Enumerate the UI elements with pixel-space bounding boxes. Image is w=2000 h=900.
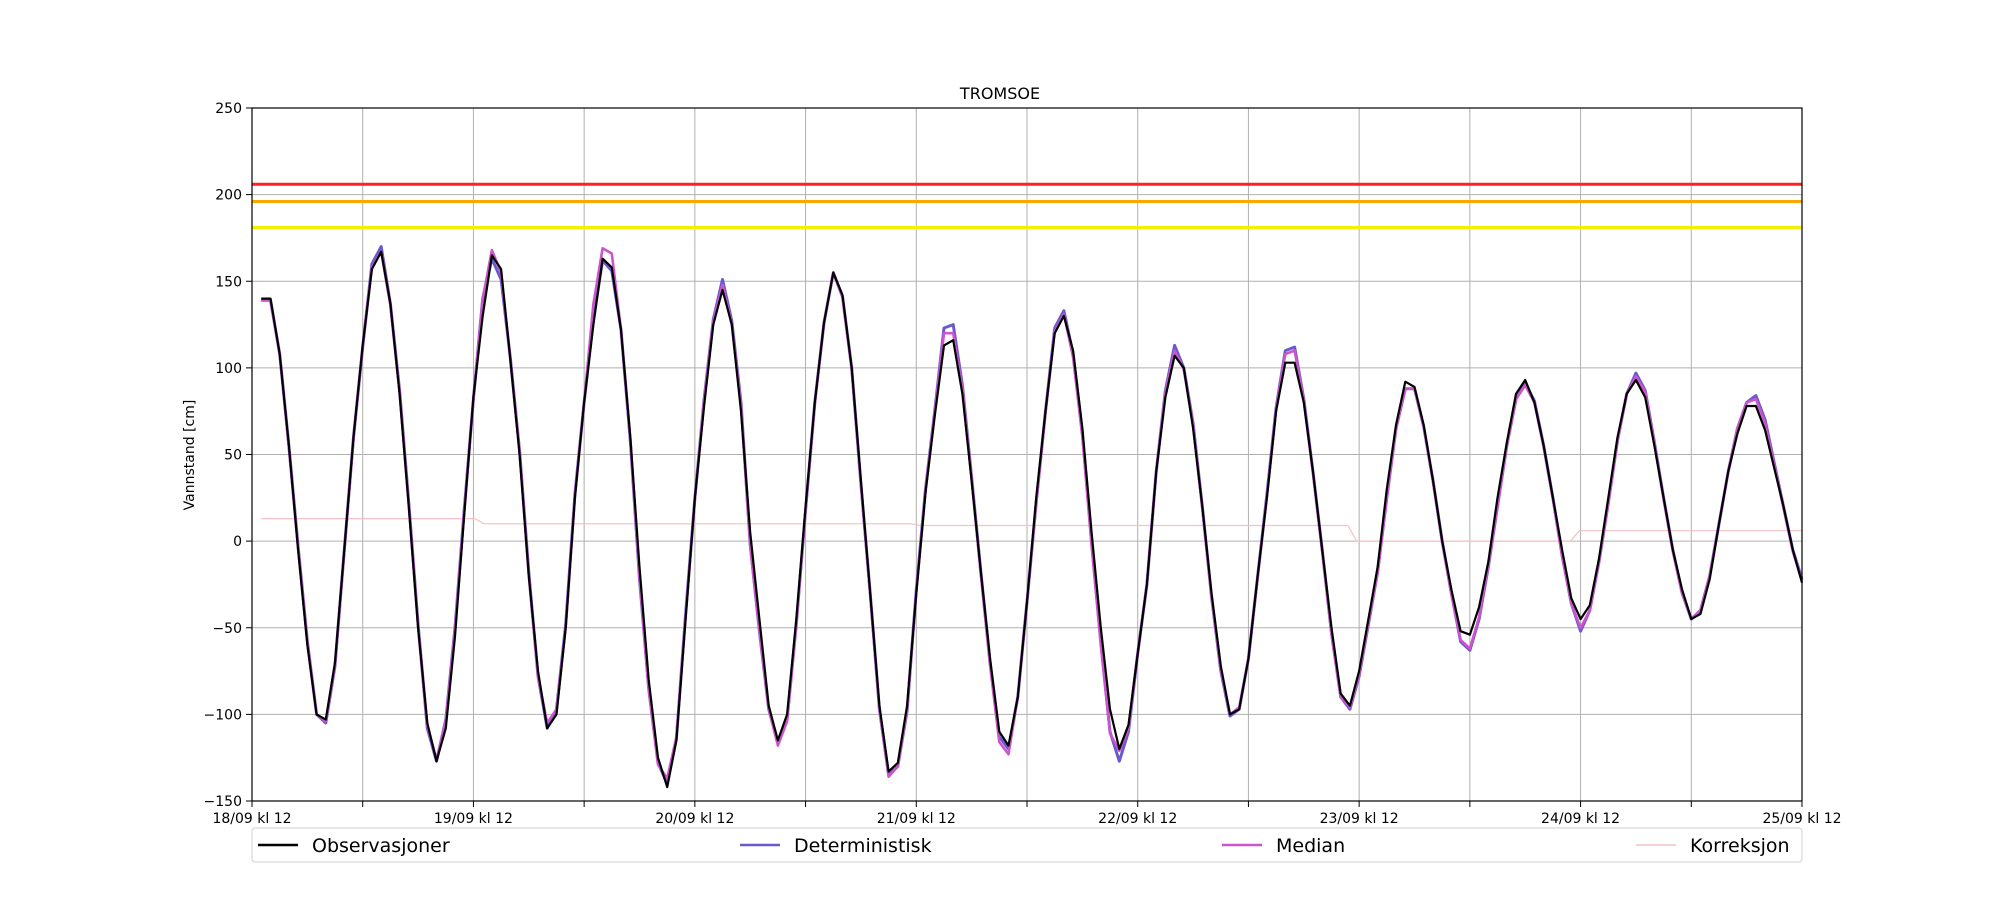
x-tick-label: 21/09 kl 12 <box>877 811 956 827</box>
series-line-korreksjon <box>261 517 1802 542</box>
y-tick-label: 250 <box>215 101 242 117</box>
y-tick-label: −150 <box>204 794 242 810</box>
y-tick-label: 150 <box>215 274 242 290</box>
legend-label: Korreksjon <box>1690 835 1790 857</box>
x-tick-label: 22/09 kl 12 <box>1098 811 1177 827</box>
threshold-lines <box>252 182 1802 230</box>
legend-label: Observasjoner <box>312 835 450 857</box>
x-tick-label: 24/09 kl 12 <box>1541 811 1620 827</box>
x-tick-label: 20/09 kl 12 <box>655 811 734 827</box>
series-lines <box>261 245 1804 789</box>
x-tick-label: 23/09 kl 12 <box>1320 811 1399 827</box>
series-line-deterministisk <box>261 245 1804 786</box>
y-axis-ticks: −150 −100 −50 0 50 100 150 200 250 <box>204 101 252 810</box>
y-tick-label: −50 <box>212 621 242 637</box>
legend-label: Deterministisk <box>794 835 932 857</box>
legend-box <box>251 827 1803 863</box>
y-axis-label: Vannstand [cm] <box>182 400 198 511</box>
legend-label: Median <box>1276 835 1345 857</box>
y-tick-label: −100 <box>204 707 242 723</box>
y-tick-label: 100 <box>215 361 242 377</box>
series-line-median <box>261 247 1804 780</box>
chart-title: TROMSOE <box>959 84 1040 103</box>
series-line-observasjoner <box>261 250 1804 789</box>
x-tick-label: 18/09 kl 12 <box>212 811 291 827</box>
y-tick-label: 0 <box>233 534 242 550</box>
x-axis-ticks: 18/09 kl 12 19/09 kl 12 20/09 kl 12 21/09 k… <box>212 801 1842 827</box>
grid-lines <box>251 107 1803 802</box>
x-tick-label: 19/09 kl 12 <box>434 811 513 827</box>
legend: Observasjoner Deterministisk Median Korreks… <box>251 827 1803 863</box>
y-tick-label: 50 <box>224 448 242 464</box>
x-tick-label: 25/09 kl 12 <box>1762 811 1841 827</box>
y-tick-label: 200 <box>215 188 242 204</box>
